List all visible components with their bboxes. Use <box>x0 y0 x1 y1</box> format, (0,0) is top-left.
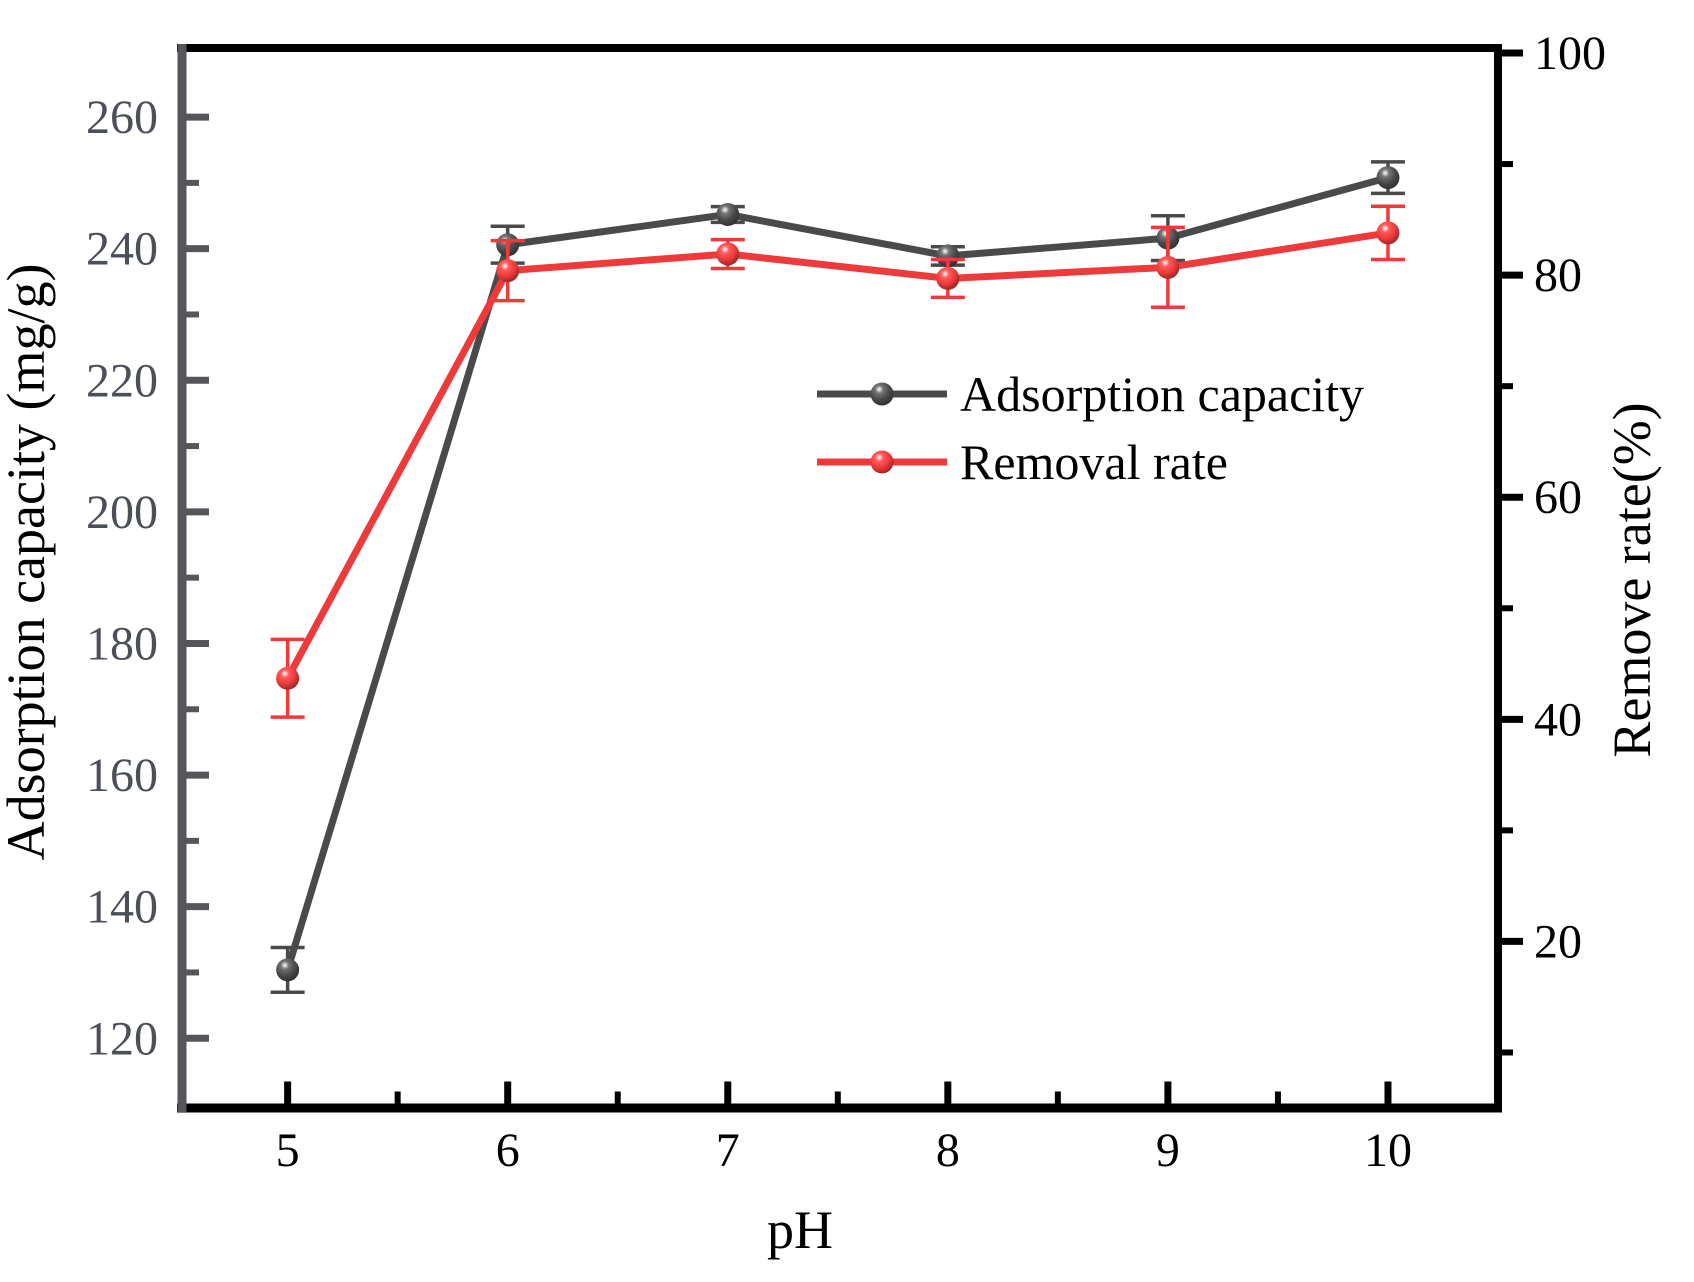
left-tick-label: 220 <box>86 354 158 407</box>
x-tick-label: 9 <box>1156 1124 1180 1177</box>
right-tick-label: 100 <box>1534 27 1606 80</box>
x-axis: 5 6 7 8 9 10 <box>276 1081 1412 1177</box>
data-point-marker <box>716 202 740 226</box>
right-axis: 100 80 60 40 20 <box>1502 27 1606 1056</box>
data-point-marker <box>276 958 300 982</box>
data-point-marker <box>936 266 960 290</box>
legend-marker <box>870 450 894 474</box>
data-point-marker <box>716 242 740 266</box>
legend: Adsorption capacity Removal rate <box>817 366 1364 490</box>
right-tick-label: 20 <box>1534 915 1582 968</box>
left-axis-title: Adsorption capacity (mg/g) <box>0 264 56 861</box>
series-removal-rate <box>270 204 1405 719</box>
series-line <box>284 229 1392 682</box>
left-tick-label: 200 <box>86 486 158 539</box>
x-tick-label: 5 <box>276 1124 300 1177</box>
left-axis: 260 240 220 200 180 160 140 120 <box>86 91 209 1065</box>
legend-label: Removal rate <box>960 434 1228 490</box>
legend-label: Adsorption capacity <box>960 366 1364 422</box>
data-point-marker <box>1376 166 1400 190</box>
data-point-marker <box>1376 221 1400 245</box>
x-tick-label: 6 <box>496 1124 520 1177</box>
left-tick-label: 260 <box>86 91 158 144</box>
data-point-marker <box>276 666 300 690</box>
data-point-marker <box>1156 255 1180 279</box>
x-tick-label: 7 <box>716 1124 740 1177</box>
left-tick-label: 140 <box>86 881 158 934</box>
left-tick-label: 120 <box>86 1012 158 1065</box>
x-tick-label: 8 <box>936 1124 960 1177</box>
right-tick-label: 80 <box>1534 249 1582 302</box>
left-tick-label: 160 <box>86 749 158 802</box>
right-tick-label: 40 <box>1534 693 1582 746</box>
x-tick-label: 10 <box>1364 1124 1412 1177</box>
series-line <box>284 174 1392 974</box>
left-tick-label: 180 <box>86 617 158 670</box>
series-adsorption-capacity <box>270 160 1405 994</box>
right-tick-label: 60 <box>1534 471 1582 524</box>
x-axis-title: pH <box>767 1200 833 1260</box>
data-point-marker <box>496 259 520 283</box>
left-tick-label: 240 <box>86 223 158 276</box>
right-axis-title: Remove rate(%) <box>1602 402 1662 757</box>
legend-marker <box>870 382 894 406</box>
data-point-marker <box>936 244 960 268</box>
